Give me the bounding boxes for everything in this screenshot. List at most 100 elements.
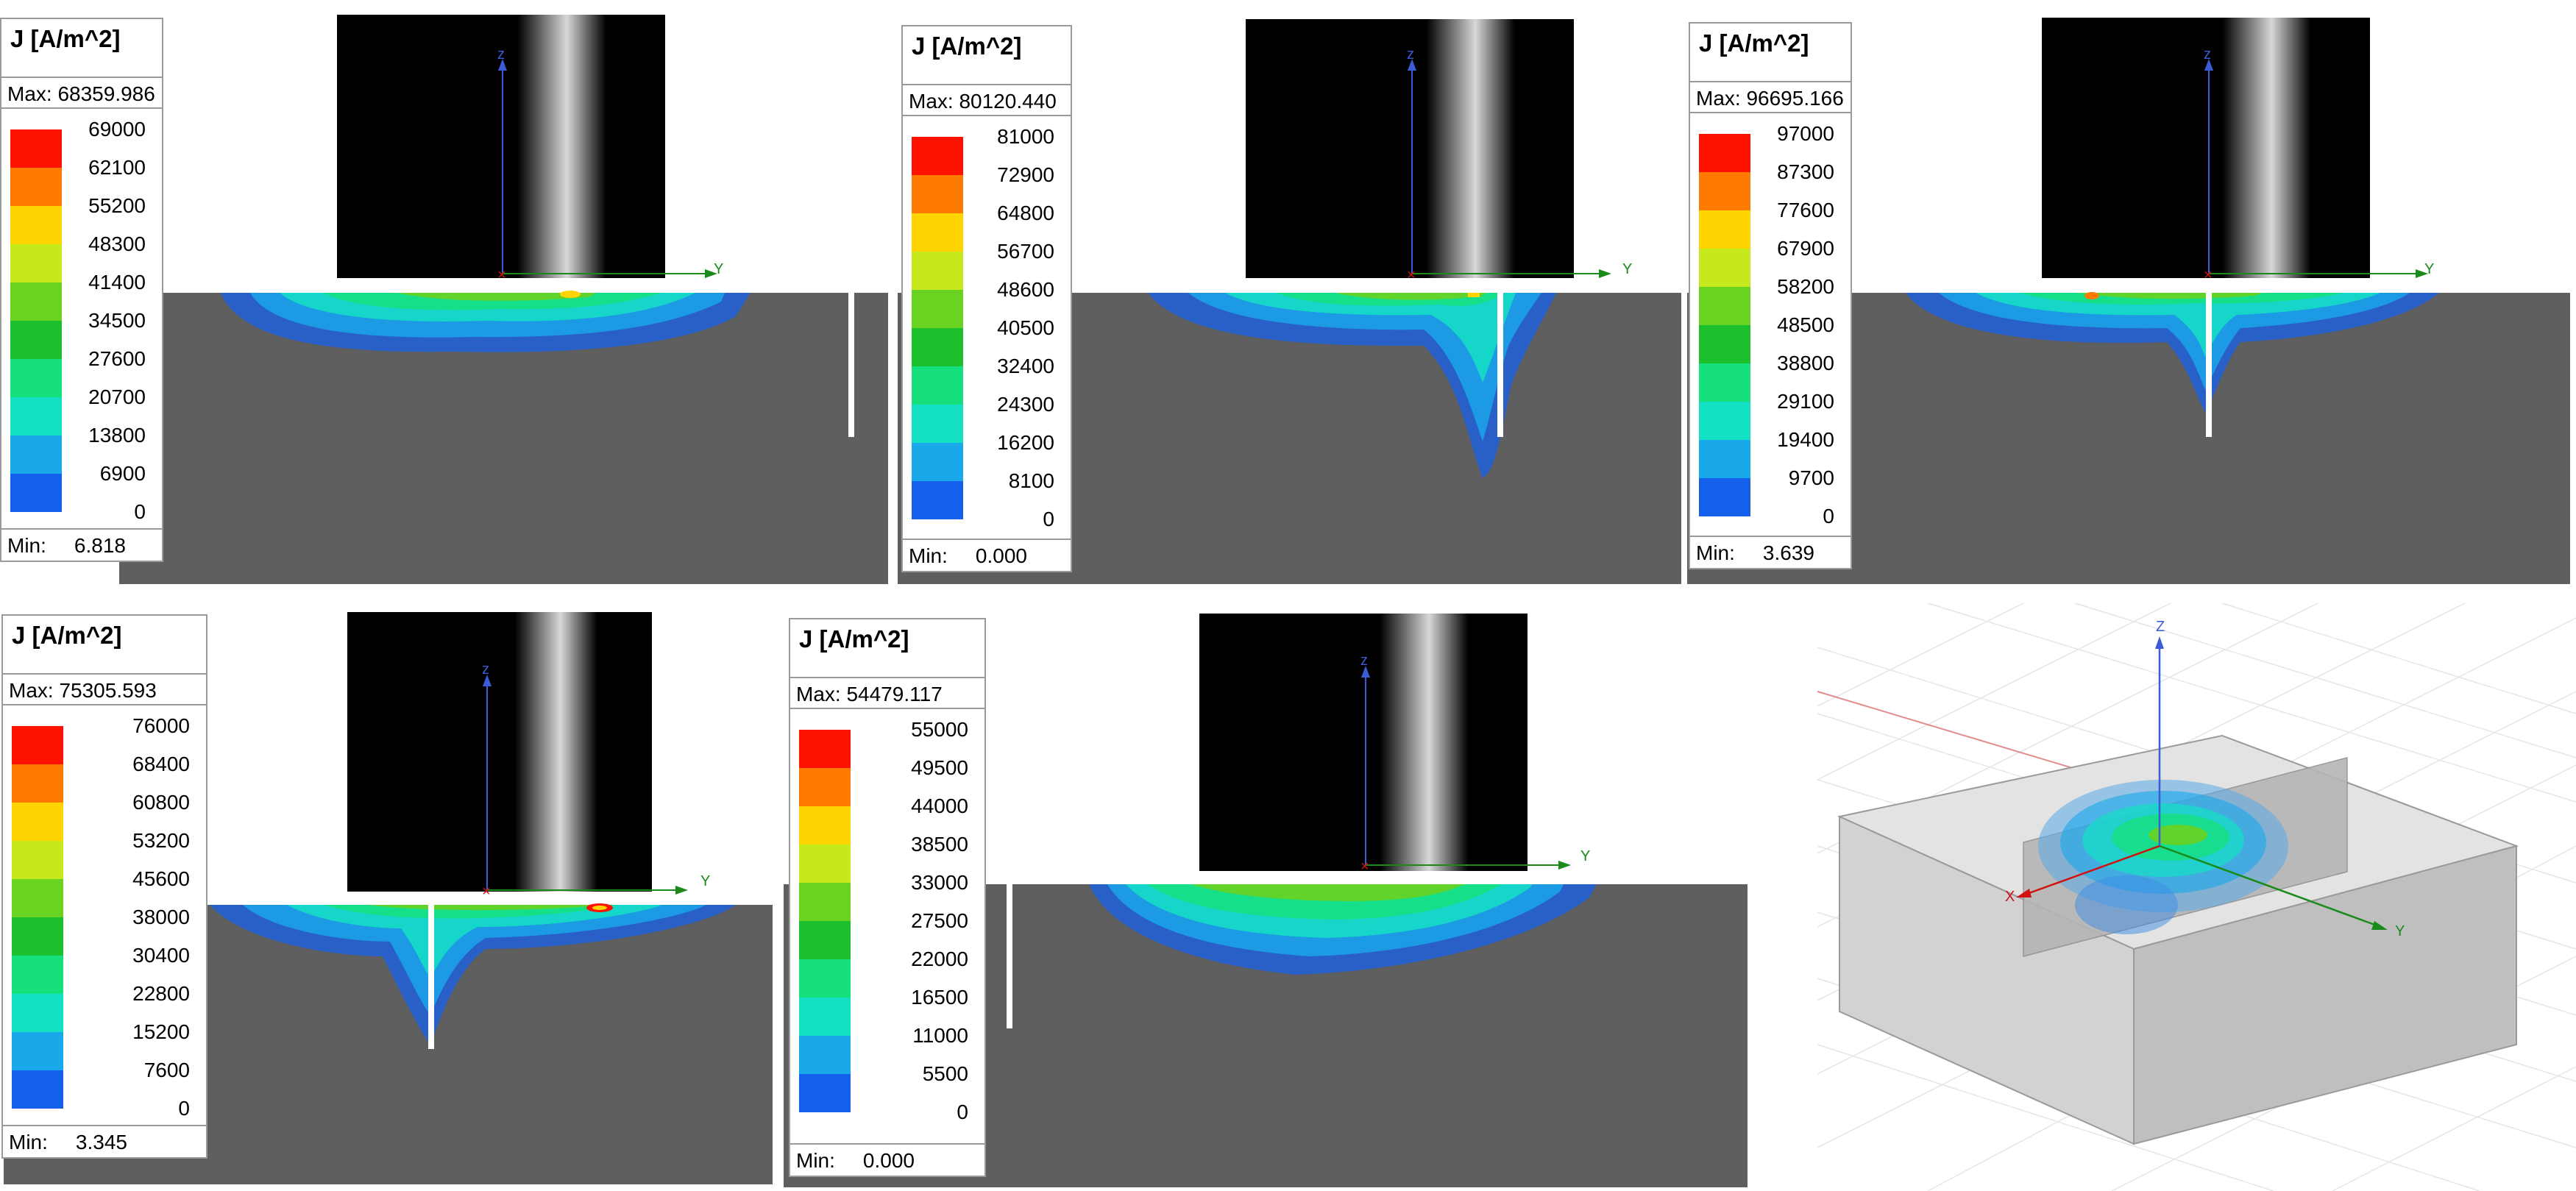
current-density-plume xyxy=(1148,293,1556,478)
legend-swatch xyxy=(10,474,62,512)
legend-tick-label: 76000 xyxy=(132,714,190,737)
legend-tick-label: 64800 xyxy=(997,202,1054,224)
legend-ticks: 55000 49500 44000 38500 33000 27500 22000 16500… xyxy=(911,717,968,1137)
legend-swatch xyxy=(1699,287,1750,325)
legend-swatch xyxy=(799,959,851,998)
legend-min-value: 0.000 xyxy=(975,544,1027,567)
legend-tick-label: 44000 xyxy=(911,794,968,817)
legend-swatch xyxy=(12,917,63,956)
x-axis-marker: × xyxy=(497,267,506,283)
color-legend: J [A/m^2] Max: 68359.986 69000 62100 55200… xyxy=(0,18,163,562)
legend-swatch xyxy=(912,252,963,290)
legend-tick-label: 58200 xyxy=(1777,275,1834,298)
legend-tick-label: 0 xyxy=(957,1101,968,1123)
current-density-plume xyxy=(1089,884,1597,975)
crack-line xyxy=(848,291,854,437)
y-axis-label: Y xyxy=(2424,261,2434,277)
legend-tick-label: 13800 xyxy=(88,424,146,447)
legend-swatch xyxy=(912,328,963,366)
legend-tick-label: 62100 xyxy=(88,156,146,179)
legend-tick-label: 29100 xyxy=(1777,390,1834,413)
legend-swatch xyxy=(799,921,851,959)
legend-tick-label: 55000 xyxy=(911,718,968,741)
legend-swatch xyxy=(10,168,62,206)
legend-tick-label: 48300 xyxy=(88,232,146,255)
legend-tick-label: 32400 xyxy=(997,355,1054,377)
legend-swatch xyxy=(10,206,62,244)
legend-tick-label: 72900 xyxy=(997,163,1054,186)
legend-max-label: Max: xyxy=(9,679,54,702)
axis-triad: z Y × xyxy=(497,46,723,283)
legend-max-label: Max: xyxy=(1696,87,1741,110)
current-density-plume xyxy=(1906,292,2439,412)
legend-swatch xyxy=(799,1074,851,1112)
legend-tick-label: 20700 xyxy=(88,385,146,408)
legend-swatches xyxy=(799,730,851,1112)
legend-swatch xyxy=(1699,210,1750,249)
legend-min: Min: 0.000 xyxy=(903,538,1071,571)
legend-swatch xyxy=(12,803,63,841)
legend-swatch xyxy=(12,1070,63,1109)
legend-swatch xyxy=(12,994,63,1032)
field-plot-panel-5: z Y × J [A/m^2] Max: 54479.117 55000 49500 4… xyxy=(780,603,1751,1191)
legend-swatches xyxy=(912,137,963,519)
legend-swatch xyxy=(12,764,63,803)
crack-line xyxy=(1007,883,1012,1028)
legend-swatch xyxy=(1699,478,1750,516)
legend-swatch xyxy=(12,1032,63,1070)
legend-tick-label: 68400 xyxy=(132,753,190,775)
legend-max: Max: 54479.117 xyxy=(790,677,984,709)
legend-max-label: Max: xyxy=(796,683,841,705)
legend-swatch xyxy=(1699,249,1750,287)
crack-line xyxy=(1497,291,1503,437)
axis-triad: z Y × xyxy=(2204,46,2434,283)
legend-tick-label: 19400 xyxy=(1777,428,1834,451)
legend-min-value: 0.000 xyxy=(862,1149,915,1172)
legend-swatch xyxy=(1699,402,1750,440)
legend-swatches xyxy=(1699,134,1750,516)
z-axis-label: Z xyxy=(2156,619,2165,635)
legend-max-value: 54479.117 xyxy=(846,683,943,705)
legend-tick-label: 5500 xyxy=(922,1062,968,1085)
y-axis-label: Y xyxy=(2395,923,2405,939)
legend-swatch xyxy=(912,137,963,175)
legend-max-value: 80120.440 xyxy=(959,90,1057,113)
legend-tick-label: 49500 xyxy=(911,756,968,779)
legend-swatch xyxy=(1699,363,1750,402)
legend-tick-label: 11000 xyxy=(912,1024,968,1047)
legend-tick-label: 55200 xyxy=(88,194,146,217)
legend-swatch xyxy=(799,998,851,1036)
legend-tick-label: 69000 xyxy=(88,118,146,141)
legend-tick-label: 15200 xyxy=(132,1020,190,1043)
legend-swatch xyxy=(912,366,963,405)
legend-tick-label: 8100 xyxy=(1008,469,1054,492)
legend-swatch xyxy=(12,726,63,764)
legend-swatch xyxy=(1699,440,1750,478)
axis-triad: z Y × xyxy=(482,661,710,900)
legend-max-label: Max: xyxy=(7,82,52,105)
x-axis-marker: × xyxy=(1407,267,1416,283)
legend-tick-label: 33000 xyxy=(911,871,968,894)
iso-view-panel: Z Y X xyxy=(1817,602,2576,1191)
z-axis-label: z xyxy=(497,46,505,63)
legend-swatch xyxy=(912,443,963,481)
legend-max: Max: 96695.166 xyxy=(1690,81,1851,113)
legend-swatch xyxy=(799,845,851,883)
legend-swatch xyxy=(799,883,851,921)
legend-max: Max: 68359.986 xyxy=(1,77,162,109)
crack-line xyxy=(428,903,434,1049)
legend-swatch xyxy=(10,359,62,397)
field-plot-panel-3: z Y × J [A/m^2] Max: 96695.166 97000 8730… xyxy=(1681,0,2576,589)
axis-triad-3d: Z Y X xyxy=(2005,619,2405,939)
color-legend: J [A/m^2] Max: 80120.440 81000 72900 64800… xyxy=(901,25,1072,572)
legend-max: Max: 75305.593 xyxy=(3,673,206,705)
legend-tick-label: 0 xyxy=(1823,505,1834,527)
color-legend: J [A/m^2] Max: 75305.593 76000 68400 60800… xyxy=(1,614,207,1159)
x-axis-marker: × xyxy=(1360,858,1369,875)
y-axis-label: Y xyxy=(700,873,710,889)
legend-swatch xyxy=(10,435,62,474)
z-axis-label: z xyxy=(1407,46,1414,63)
field-plot-3-svg: z Y × xyxy=(1687,18,2570,584)
color-legend: J [A/m^2] Max: 54479.117 55000 49500 44000 38… xyxy=(789,618,986,1177)
legend-title: J [A/m^2] xyxy=(799,625,909,653)
